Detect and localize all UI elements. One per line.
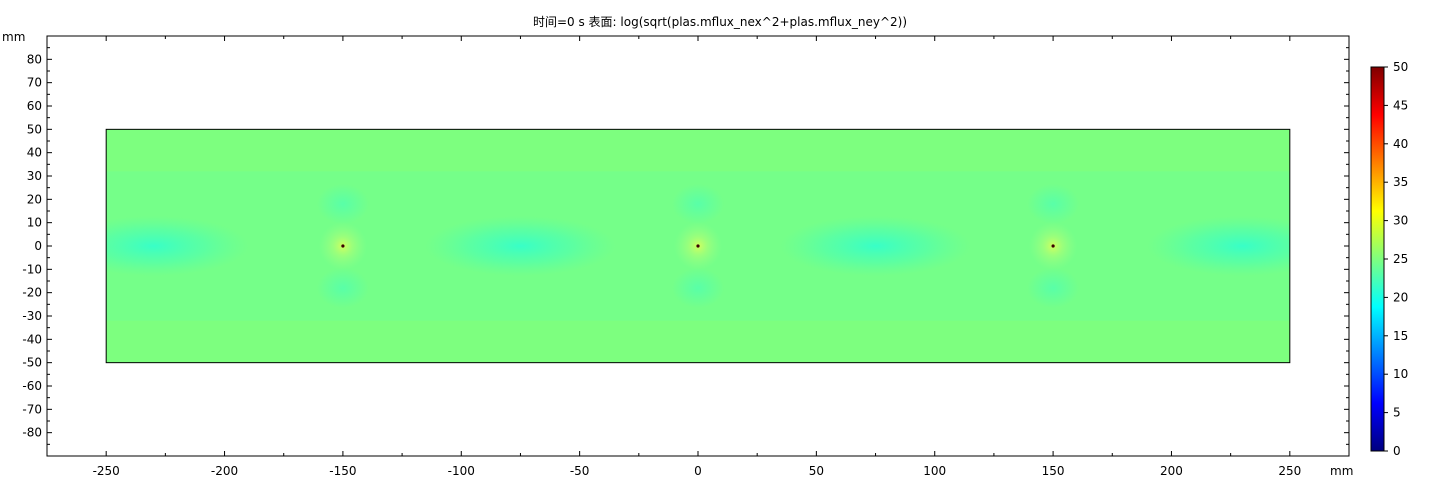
x-tick-label: 50	[809, 464, 824, 478]
colorbar-tick-label: 10	[1393, 367, 1408, 381]
x-tick-label: 200	[1160, 464, 1183, 478]
x-tick-label: 150	[1042, 464, 1065, 478]
colorbar-tick-label: 15	[1393, 329, 1408, 343]
heatmap-source-lobe	[316, 268, 369, 308]
y-tick-label: 70	[27, 76, 42, 90]
y-tick-label: 30	[27, 169, 42, 183]
colorbar-ticks: 0 5 10 15 20 25 30 35 40 45 50	[1384, 60, 1408, 458]
heatmap-edge-top	[106, 129, 1290, 172]
colorbar-tick-label: 35	[1393, 175, 1408, 189]
x-tick-label: -200	[211, 464, 238, 478]
y-tick-label: 0	[34, 239, 42, 253]
x-axis-unit-label: mm	[1330, 464, 1353, 478]
y-tick-label: 40	[27, 146, 42, 160]
y-tick-label: -20	[22, 286, 42, 300]
point-source-marker	[341, 244, 345, 248]
heatmap-cyan-band	[1147, 216, 1290, 276]
x-axis: -250 -200 -150 -100 -50 0 50 100 150 200 250	[46, 36, 1350, 478]
colorbar-tick-label: 20	[1393, 290, 1408, 304]
heatmap-cyan-band	[780, 216, 971, 276]
heatmap-source-lobe	[1027, 268, 1080, 308]
y-tick-label: -10	[22, 262, 42, 276]
point-sources	[341, 244, 1055, 248]
colorbar-tick-label: 45	[1393, 98, 1408, 112]
y-tick-label: -30	[22, 309, 42, 323]
x-tick-label: 100	[923, 464, 946, 478]
y-tick-label: -60	[22, 379, 42, 393]
y-tick-label: -80	[22, 426, 42, 440]
y-tick-label: -50	[22, 356, 42, 370]
colorbar-tick-label: 50	[1393, 60, 1408, 74]
heatmap-cyan-band	[106, 216, 249, 276]
colorbar-tick-label: 5	[1393, 406, 1401, 420]
y-axis-unit-label: mm	[2, 30, 25, 44]
y-tick-label: 80	[27, 52, 42, 66]
x-tick-label: 0	[694, 464, 702, 478]
heatmap-surface	[106, 129, 1290, 363]
colorbar	[1370, 66, 1385, 452]
y-tick-label: 10	[27, 216, 42, 230]
point-source-marker	[696, 244, 700, 248]
y-tick-label: -70	[22, 402, 42, 416]
colorbar-tick-label: 40	[1393, 137, 1408, 151]
heatmap-source-lobe	[672, 268, 724, 308]
chart-title: 时间=0 s 表面: log(sqrt(plas.mflux_nex^2+pla…	[533, 15, 907, 29]
y-axis: 80 70 60 50 40 30 20 10 0 -10 -20 -30 -40 -50 -60 -70 -8…	[22, 47, 1349, 445]
y-tick-label: -40	[22, 332, 42, 346]
point-source-marker	[1051, 244, 1055, 248]
domain-boundary	[105, 128, 1291, 364]
heatmap-source-lobe	[316, 184, 369, 224]
y-tick-label: 20	[27, 192, 42, 206]
x-tick-label: -100	[448, 464, 475, 478]
colorbar-tick-label: 25	[1393, 252, 1408, 266]
colorbar-tick-label: 0	[1393, 444, 1401, 458]
y-tick-label: 60	[27, 99, 42, 113]
x-tick-label: 250	[1278, 464, 1301, 478]
heatmap-source-lobe	[1027, 184, 1080, 224]
colorbar-tick-label: 30	[1393, 214, 1408, 228]
x-tick-label: -150	[329, 464, 356, 478]
heatmap-source-lobe	[672, 184, 724, 224]
heatmap-edge-bottom	[106, 320, 1290, 363]
x-tick-label: -250	[93, 464, 120, 478]
y-tick-label: 50	[27, 122, 42, 136]
heatmap-cyan-band	[425, 216, 616, 276]
x-tick-label: -50	[570, 464, 590, 478]
